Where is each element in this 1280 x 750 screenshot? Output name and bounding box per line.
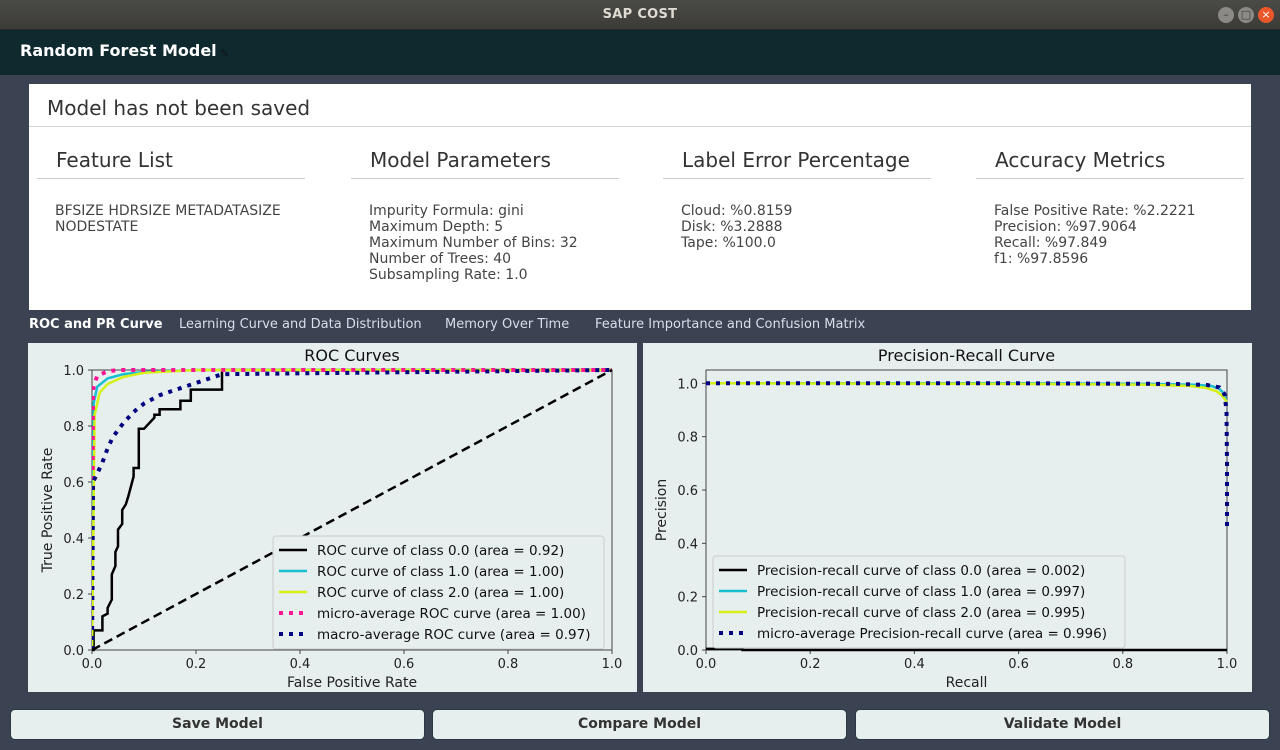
x-tick-label: 0.4 (290, 657, 311, 672)
pr-chart: Precision-Recall Curve Recall Precision 0.0… (654, 346, 1238, 691)
divider (29, 126, 1251, 127)
x-tick-label: 0.8 (498, 657, 519, 672)
x-tick-label: 1.0 (602, 657, 623, 672)
y-tick-label: 0.8 (63, 420, 84, 435)
legend-box (712, 555, 1126, 649)
y-tick-label: 0.2 (63, 588, 84, 603)
feature-line: BFSIZE HDRSIZE METADATASIZE (55, 203, 281, 219)
y-tick-label: 0.0 (677, 644, 698, 659)
save-status: Model has not been saved (47, 96, 311, 120)
legend-label: micro-average ROC curve (area = 1.00) (317, 606, 586, 622)
parameter-line: Maximum Number of Bins: 32 (369, 235, 578, 251)
x-axis-label: Recall (946, 675, 988, 691)
tab-roc-pr[interactable]: ROC and PR Curve (29, 317, 163, 332)
roc-chart: ROC Curves False Positive Rate True Positi… (40, 346, 623, 691)
divider (663, 178, 931, 179)
app-header: Random Forest Model ✎ (0, 30, 1280, 75)
series-line (92, 368, 613, 652)
error-line: Tape: %100.0 (681, 235, 776, 251)
x-tick-label: 0.6 (394, 657, 415, 672)
y-tick-label: 0.6 (677, 484, 698, 499)
legend-label: ROC curve of class 0.0 (area = 0.92) (317, 543, 564, 559)
metric-line: False Positive Rate: %2.2221 (994, 203, 1196, 219)
section-title: Feature List (56, 148, 173, 172)
y-tick-label: 1.0 (63, 364, 84, 379)
y-tick-label: 0.4 (677, 537, 698, 552)
validate-model-button[interactable]: Validate Model (855, 709, 1270, 740)
metric-line: f1: %97.8596 (994, 251, 1089, 267)
window-titlebar: SAP COST – □ × (0, 0, 1280, 30)
x-tick-label: 0.6 (1008, 657, 1029, 672)
pr-chart-panel: Precision-Recall Curve Recall Precision 0.0… (643, 343, 1252, 692)
feature-line: NODESTATE (55, 219, 139, 235)
parameter-line: Number of Trees: 40 (369, 251, 512, 267)
edit-pencil-icon[interactable]: ✎ (220, 47, 230, 60)
x-tick-label: 0.2 (186, 657, 207, 672)
x-tick-label: 0.0 (696, 657, 717, 672)
series-line (92, 368, 612, 652)
metric-line: Precision: %97.9064 (994, 219, 1137, 235)
legend-label: micro-average Precision-recall curve (ar… (757, 626, 1107, 642)
legend-label: ROC curve of class 2.0 (area = 1.00) (317, 585, 564, 601)
divider (351, 178, 619, 179)
parameter-line: Maximum Depth: 5 (369, 219, 504, 235)
x-tick-label: 1.0 (1217, 657, 1238, 672)
maximize-icon[interactable]: □ (1238, 7, 1254, 23)
series-line (706, 647, 1227, 652)
x-axis-label: False Positive Rate (287, 675, 417, 691)
divider (976, 178, 1244, 179)
series-line (706, 382, 1228, 403)
series-line (92, 368, 612, 651)
tab-memory[interactable]: Memory Over Time (445, 317, 570, 332)
section-title: Label Error Percentage (682, 148, 910, 172)
y-tick-label: 0.6 (63, 476, 84, 491)
y-tick-label: 1.0 (677, 377, 698, 392)
metric-line: Recall: %97.849 (994, 235, 1108, 251)
x-tick-label: 0.8 (1112, 657, 1133, 672)
y-tick-label: 0.2 (677, 591, 698, 606)
divider (37, 178, 305, 179)
section-title: Accuracy Metrics (995, 148, 1166, 172)
series-line (92, 368, 613, 651)
close-icon[interactable]: × (1258, 7, 1274, 23)
y-axis-label: Precision (654, 479, 670, 541)
chart-title: ROC Curves (304, 346, 400, 365)
tab-learning-curve[interactable]: Learning Curve and Data Distribution (179, 317, 422, 332)
save-model-button[interactable]: Save Model (10, 709, 425, 740)
feature-list-section: Feature List BFSIZE HDRSIZE METADATASIZE… (37, 148, 305, 235)
roc-chart-panel: ROC Curves False Positive Rate True Positi… (28, 343, 637, 692)
parameter-line: Subsampling Rate: 1.0 (369, 267, 528, 283)
legend-box (272, 535, 605, 650)
accuracy-metrics-section: Accuracy Metrics False Positive Rate: %2… (976, 148, 1244, 267)
chart-title: Precision-Recall Curve (878, 346, 1055, 365)
model-parameters-section: Model Parameters Impurity Formula: gini … (351, 148, 619, 283)
y-tick-label: 0.0 (63, 644, 84, 659)
label-error-section: Label Error Percentage Cloud: %0.8159 Di… (663, 148, 931, 251)
legend-label: ROC curve of class 1.0 (area = 1.00) (317, 564, 564, 580)
minimize-icon[interactable]: – (1218, 7, 1234, 23)
y-axis-label: True Positive Rate (40, 448, 56, 574)
series-line (92, 368, 612, 651)
window-title: SAP COST (602, 7, 678, 22)
model-info-panel: Model has not been saved Feature List BF… (29, 84, 1251, 310)
legend-label: Precision-recall curve of class 2.0 (are… (757, 605, 1085, 621)
legend-label: Precision-recall curve of class 1.0 (are… (757, 584, 1085, 600)
error-line: Cloud: %0.8159 (681, 203, 793, 219)
legend-label: Precision-recall curve of class 0.0 (are… (757, 563, 1085, 579)
series-line (706, 381, 1229, 530)
y-tick-label: 0.4 (63, 532, 84, 547)
page-title: Random Forest Model (20, 41, 217, 60)
x-tick-label: 0.4 (904, 657, 925, 672)
tab-feature-importance[interactable]: Feature Importance and Confusion Matrix (595, 317, 866, 332)
x-tick-label: 0.2 (800, 657, 821, 672)
section-title: Model Parameters (370, 148, 551, 172)
y-tick-label: 0.8 (677, 431, 698, 446)
compare-model-button[interactable]: Compare Model (432, 709, 847, 740)
error-line: Disk: %3.2888 (681, 219, 783, 235)
legend-label: macro-average ROC curve (area = 0.97) (317, 627, 590, 643)
parameter-line: Impurity Formula: gini (369, 203, 524, 219)
x-tick-label: 0.0 (82, 657, 103, 672)
